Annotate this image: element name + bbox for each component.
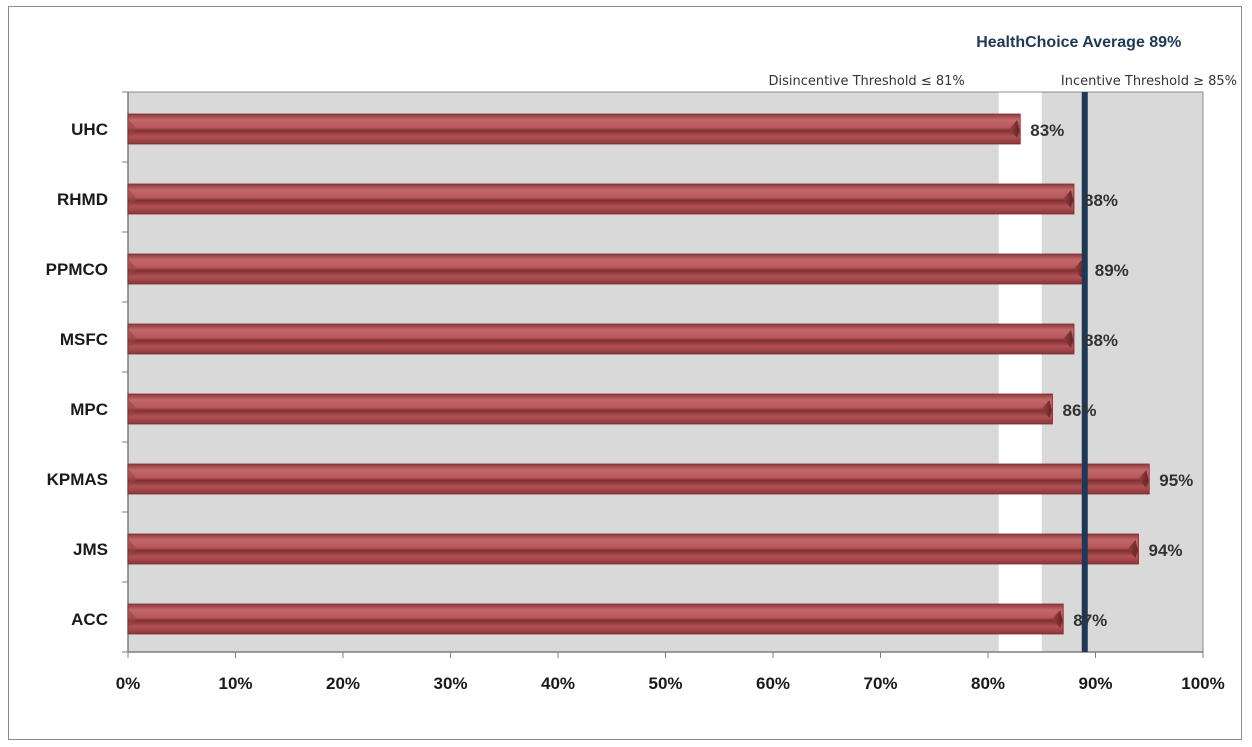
x-tick-label: 80% <box>971 674 1005 693</box>
bar-cap <box>1127 540 1138 558</box>
bar-base <box>129 330 137 348</box>
bar-base <box>129 540 137 558</box>
disincentive-threshold-label: Disincentive Threshold ≤ 81% <box>768 74 964 89</box>
category-label: RHMD <box>57 190 108 209</box>
bar-body <box>127 323 1075 355</box>
x-tick-label: 100% <box>1181 674 1224 693</box>
bar-cap <box>1063 330 1073 348</box>
incentive-threshold-label: Incentive Threshold ≥ 85% <box>1061 74 1237 89</box>
average-label: HealthChoice Average 89% <box>976 34 1181 51</box>
category-label: ACC <box>71 610 108 629</box>
x-tick-label: 20% <box>326 674 360 693</box>
bar-base <box>129 470 137 488</box>
bar-base <box>129 400 137 418</box>
x-tick-label: 0% <box>116 674 141 693</box>
data-label: 88% <box>1084 191 1118 210</box>
bar-body <box>127 533 1139 565</box>
category-label: JMS <box>73 540 108 559</box>
data-label: 86% <box>1063 401 1097 420</box>
x-tick-label: 50% <box>648 674 682 693</box>
bar <box>127 463 1150 495</box>
bar-cap <box>1009 120 1020 138</box>
bar-body <box>127 113 1021 145</box>
threshold-bands <box>128 92 1203 652</box>
bar <box>127 253 1086 285</box>
data-label: 95% <box>1159 471 1193 490</box>
x-tick-label: 40% <box>541 674 575 693</box>
bar <box>127 113 1021 145</box>
above-incentive-band <box>1041 92 1203 652</box>
data-label: 89% <box>1095 261 1129 280</box>
bar <box>127 183 1075 215</box>
bar-base <box>129 610 137 628</box>
bar-body <box>127 253 1086 285</box>
bar <box>127 323 1075 355</box>
bar-body <box>127 603 1064 635</box>
bar-body <box>127 183 1075 215</box>
bars <box>127 92 1150 652</box>
x-tick-label: 90% <box>1078 674 1112 693</box>
x-tick-label: 60% <box>756 674 790 693</box>
category-label: PPMCO <box>46 260 108 279</box>
bar-cap <box>1063 190 1073 208</box>
data-label: 94% <box>1149 541 1183 560</box>
bar-base <box>129 120 137 138</box>
data-label: 87% <box>1073 611 1107 630</box>
bar-cap <box>1073 260 1084 278</box>
below-disincentive-band <box>128 92 999 652</box>
data-label: 88% <box>1084 331 1118 350</box>
bar-body <box>127 463 1150 495</box>
bar-base <box>129 260 137 278</box>
category-label: UHC <box>71 120 108 139</box>
bar-base <box>129 190 137 208</box>
bar <box>127 393 1053 425</box>
labels: 0% 10% 20% 30% 40% 50% 60% 70% 80% 90% 100% UHC 83% R… <box>46 34 1237 693</box>
bar-cap <box>1041 400 1052 418</box>
category-label: MSFC <box>60 330 108 349</box>
bar <box>127 533 1139 565</box>
data-label: 83% <box>1030 121 1064 140</box>
category-label: MPC <box>70 400 108 419</box>
bar-body <box>127 393 1053 425</box>
x-tick-label: 10% <box>218 674 252 693</box>
category-label: KPMAS <box>47 470 108 489</box>
bar <box>127 603 1064 635</box>
x-tick-label: 30% <box>433 674 467 693</box>
bar-cap <box>1138 470 1149 488</box>
x-tick-label: 70% <box>863 674 897 693</box>
bar-cap <box>1052 610 1063 628</box>
